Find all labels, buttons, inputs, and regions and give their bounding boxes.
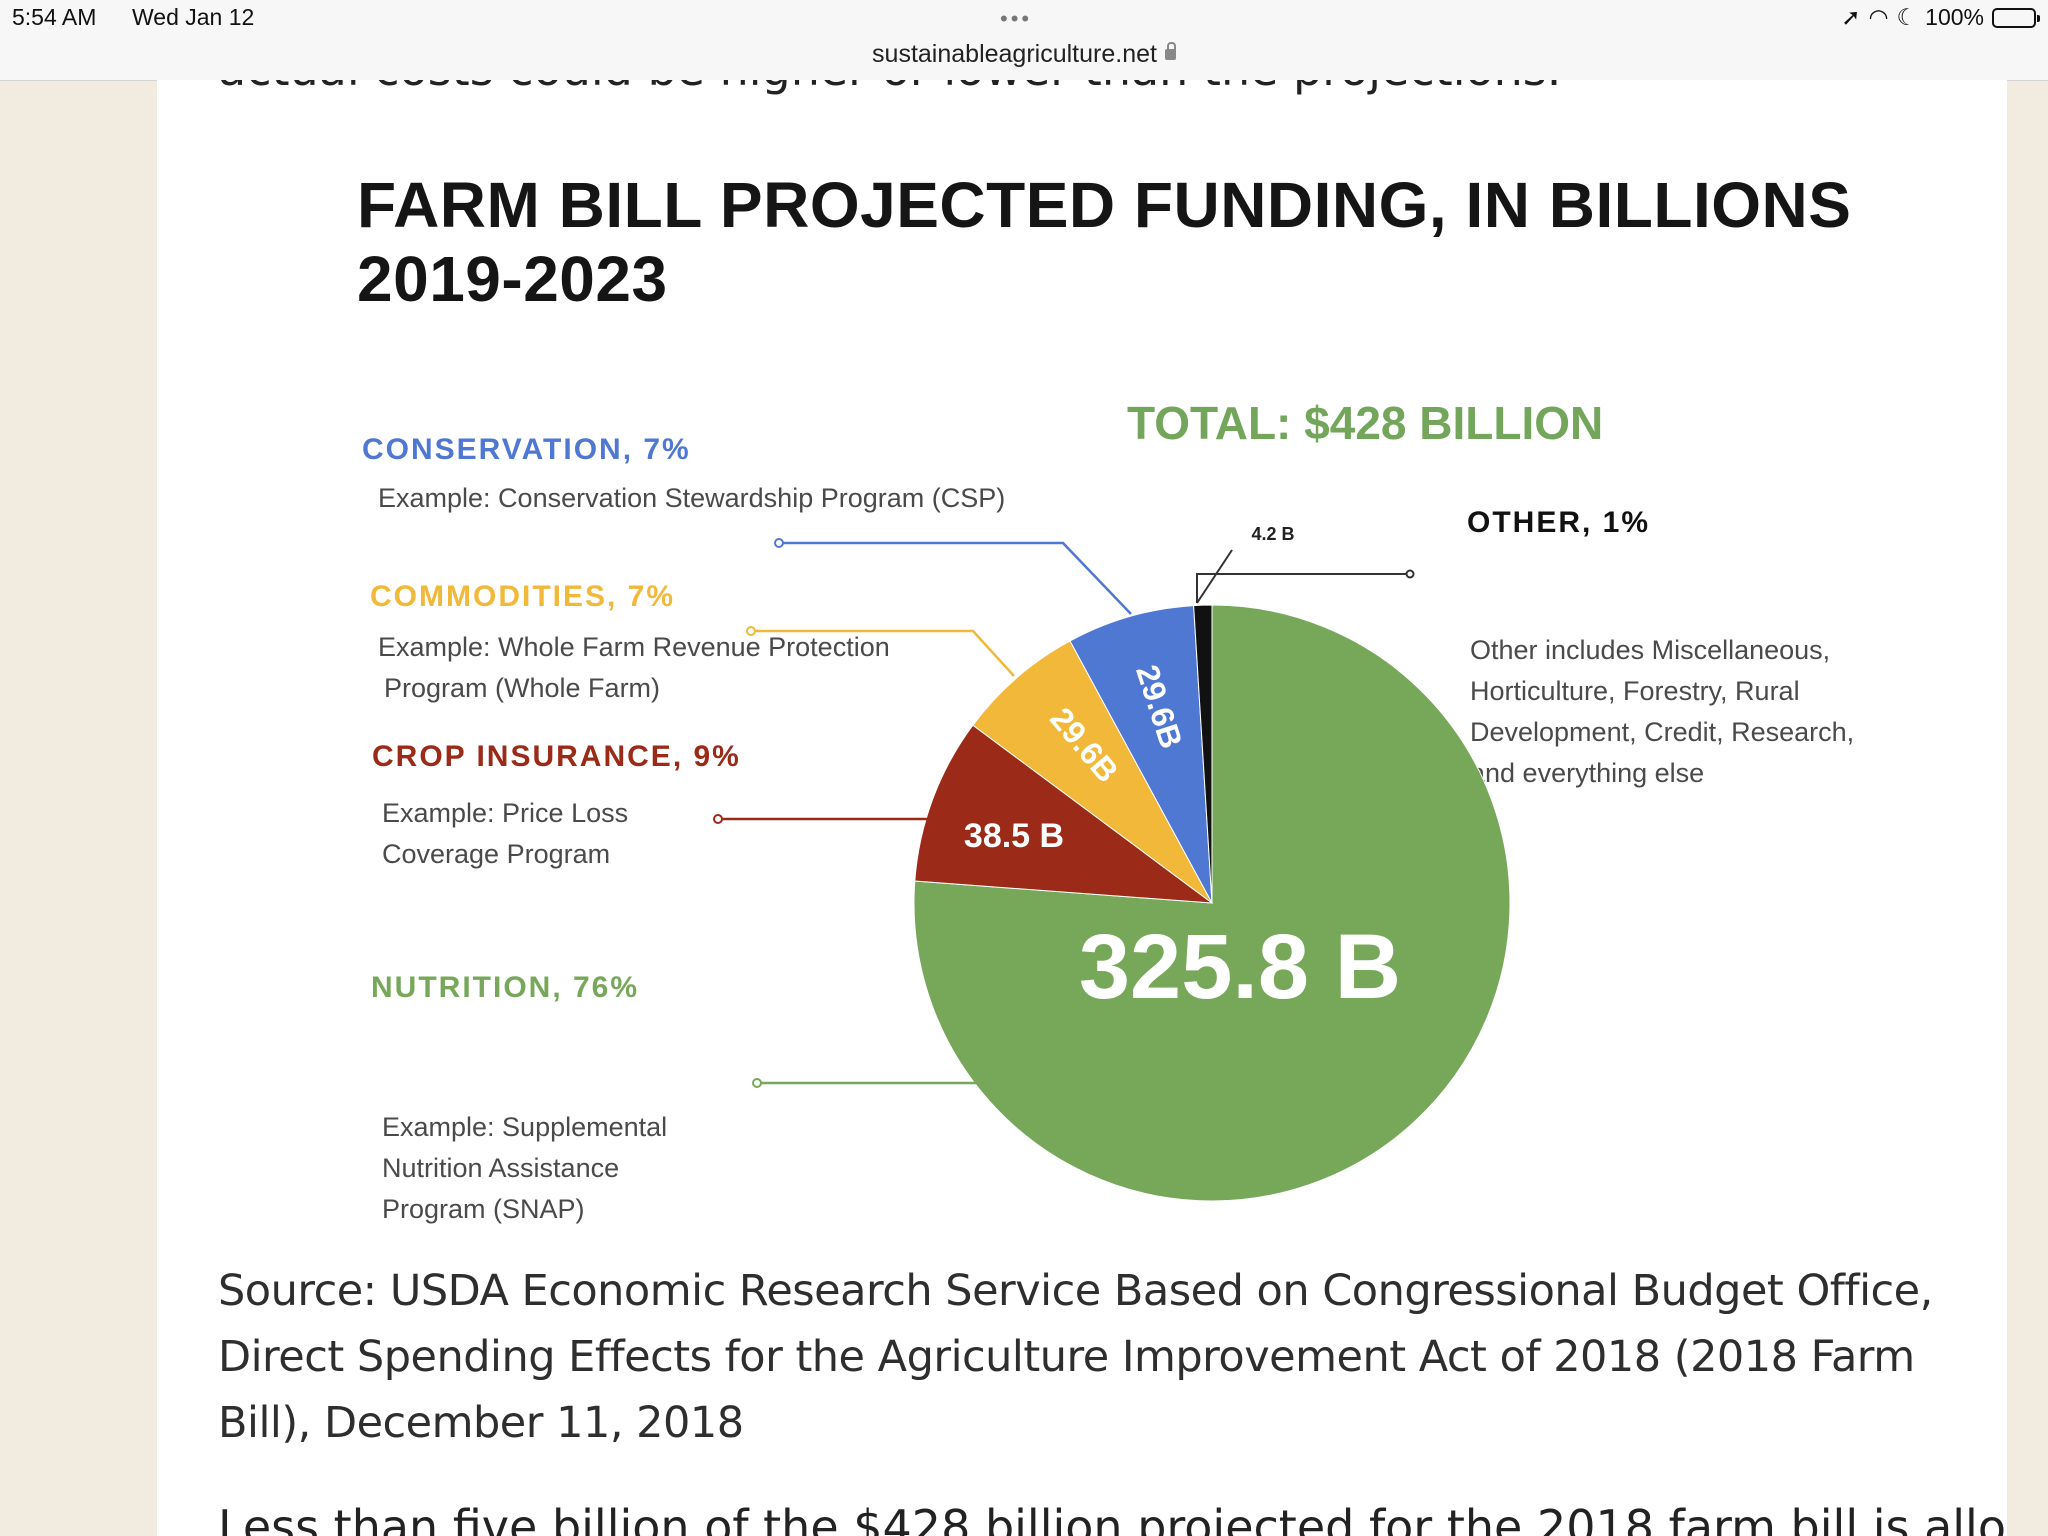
crop-insurance-heading: CROP INSURANCE, 9% xyxy=(372,740,741,773)
other-example: Other includes Miscellaneous, Horticultu… xyxy=(1470,630,1854,794)
chart-title-line-1: FARM BILL PROJECTED FUNDING, IN BILLIONS xyxy=(357,169,1852,241)
chart-source-note: Source: USDA Economic Research Service B… xyxy=(218,1266,1933,1448)
commodities-leader-line xyxy=(751,629,1015,677)
pie-slice-conservation xyxy=(1069,605,1213,904)
other-heading: OTHER, 1% xyxy=(1467,506,1651,539)
system-icons: ➚ ◠ ☾ 100% xyxy=(1841,4,2040,31)
chart-title-line-2: 2019-2023 xyxy=(357,243,668,315)
location-icon: ➚ xyxy=(1841,4,1861,30)
pie-slices xyxy=(913,604,1511,1202)
nutrition-leader-dot xyxy=(752,1078,762,1088)
crop-insurance-example-line: Example: Price Loss xyxy=(382,798,629,828)
conservation-example-line: Example: Conservation Stewardship Progra… xyxy=(378,483,1006,513)
moon-icon: ☾ xyxy=(1896,4,1918,30)
crop-insurance-example: Example: Price Loss Coverage Program xyxy=(382,793,628,875)
next-paragraph-text: Less than five billion of the $428 billi… xyxy=(218,1500,2007,1536)
status-bar: 5:54 AM Wed Jan 12 ••• sustainableagricu… xyxy=(0,0,2048,81)
other-example-line: Other includes Miscellaneous, xyxy=(1470,635,1831,665)
nutrition-example-line: Example: Supplemental xyxy=(382,1112,668,1142)
battery-icon xyxy=(1992,7,2040,28)
other-value-label: 4.2 B xyxy=(1251,524,1294,544)
other-value-leader-line xyxy=(1196,549,1233,604)
other-example-line: Development, Credit, Research, xyxy=(1470,717,1855,747)
conservation-example: Example: Conservation Stewardship Progra… xyxy=(378,478,1005,519)
commodities-example-line: Program (Whole Farm) xyxy=(384,673,661,703)
battery-percent: 100% xyxy=(1925,4,1984,30)
pie-slice-commodities xyxy=(972,640,1213,904)
other-leader-line xyxy=(1196,573,1410,603)
commodities-leader-dot xyxy=(746,626,756,636)
commodities-example-line: Example: Whole Farm Revenue Protection xyxy=(378,632,890,662)
nutrition-value-label: 325.8 B xyxy=(1079,916,1401,1018)
pie-slice-other xyxy=(1193,604,1213,904)
lock-icon xyxy=(1164,42,1176,60)
other-example-line: Horticulture, Forestry, Rural xyxy=(1470,676,1800,706)
commodities-example: Example: Whole Farm Revenue Protection P… xyxy=(378,627,890,709)
status-time: 5:54 AM xyxy=(12,4,97,30)
chart-title: FARM BILL PROJECTED FUNDING, IN BILLIONS… xyxy=(357,168,1851,316)
conservation-heading: CONSERVATION, 7% xyxy=(362,433,691,466)
nutrition-example: Example: Supplemental Nutrition Assistan… xyxy=(382,1107,667,1230)
pie-chart: 325.8 B 38.5 B 29.6B 29.6B 4.2 B xyxy=(713,524,1511,1202)
crop-insurance-value-label: 38.5 B xyxy=(964,817,1064,855)
nutrition-heading: NUTRITION, 76% xyxy=(371,971,640,1004)
address-bar[interactable]: sustainableagriculture.net xyxy=(0,40,2048,69)
crop-insurance-example-line: Coverage Program xyxy=(382,839,611,869)
other-leader-dot xyxy=(1405,569,1415,579)
wifi-icon: ◠ xyxy=(1868,4,1889,30)
other-example-line: and everything else xyxy=(1470,758,1705,788)
pie-slice-crop-insurance xyxy=(914,724,1214,904)
conservation-leader-dot xyxy=(774,538,784,548)
conservation-leader-line xyxy=(779,541,1132,615)
status-date: Wed Jan 12 xyxy=(132,4,255,30)
article-content: actual costs could be higher or lower th… xyxy=(157,80,2007,1536)
leader-lines xyxy=(713,538,1415,1088)
previous-paragraph-text: actual costs could be higher or lower th… xyxy=(218,80,1561,96)
nutrition-example-line: Nutrition Assistance xyxy=(382,1153,620,1183)
chart-total-label: TOTAL: $428 BILLION xyxy=(1127,397,1604,449)
nutrition-example-line: Program (SNAP) xyxy=(382,1194,585,1224)
commodities-heading: COMMODITIES, 7% xyxy=(370,580,676,613)
url-text[interactable]: sustainableagriculture.net xyxy=(872,40,1157,68)
more-dots-icon[interactable]: ••• xyxy=(1000,6,1033,31)
crop-insurance-leader-dot xyxy=(713,814,723,824)
